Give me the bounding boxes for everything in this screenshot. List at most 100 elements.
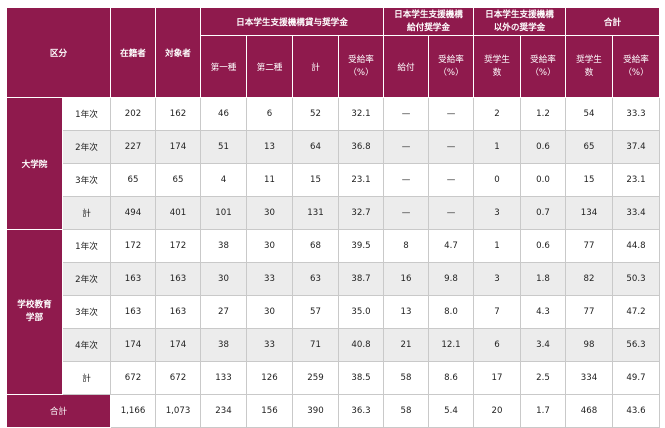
cell-lrate: 40.8: [338, 328, 384, 362]
cell-grate: 8.6: [428, 361, 474, 395]
cell-grate: 8.0: [428, 295, 474, 329]
cell-trate: 56.3: [612, 328, 660, 362]
row-year-label: 計: [62, 361, 111, 395]
cell-l1: 27: [200, 295, 247, 329]
cell-eligible: 163: [155, 262, 201, 296]
cell-eligible: 672: [155, 361, 201, 395]
cell-o: 0: [473, 163, 521, 197]
cell-trate: 44.8: [612, 229, 660, 263]
cell-enrolled: 494: [110, 196, 156, 230]
row-year-label: 1年次: [62, 97, 111, 131]
header-group-loan: 日本学生支援機構貸与奨学金: [200, 7, 384, 36]
cell-lrate: 32.1: [338, 97, 384, 131]
cell-o: 1: [473, 229, 521, 263]
cell-grate: —: [428, 163, 474, 197]
total-cell-trate: 43.6: [612, 394, 660, 428]
total-cell-g: 58: [383, 394, 429, 428]
total-cell-l1: 234: [200, 394, 247, 428]
header-kubun: 区分: [6, 7, 111, 98]
total-cell-eligible: 1,073: [155, 394, 201, 428]
cell-l2: 13: [246, 130, 293, 164]
header-grant-rate: 受給率 （%）: [428, 35, 474, 98]
cell-lsum: 71: [292, 328, 339, 362]
cell-lsum: 57: [292, 295, 339, 329]
header-enrolled: 在籍者: [110, 7, 156, 98]
cell-trate: 50.3: [612, 262, 660, 296]
cell-eligible: 172: [155, 229, 201, 263]
cell-l1: 133: [200, 361, 247, 395]
cell-orate: 0.7: [520, 196, 566, 230]
row-year-label: 1年次: [62, 229, 111, 263]
cell-t: 82: [565, 262, 613, 296]
cell-orate: 3.4: [520, 328, 566, 362]
cell-t: 334: [565, 361, 613, 395]
cell-orate: 2.5: [520, 361, 566, 395]
row-year-label: 計: [62, 196, 111, 230]
cell-orate: 1.2: [520, 97, 566, 131]
cell-l1: 30: [200, 262, 247, 296]
cell-lsum: 15: [292, 163, 339, 197]
header-loan-1: 第一種: [200, 35, 247, 98]
cell-orate: 1.8: [520, 262, 566, 296]
cell-trate: 33.4: [612, 196, 660, 230]
row-year-label: 3年次: [62, 163, 111, 197]
cell-eligible: 163: [155, 295, 201, 329]
cell-o: 1: [473, 130, 521, 164]
row-year-label: 2年次: [62, 262, 111, 296]
cell-l2: 30: [246, 196, 293, 230]
cell-g: —: [383, 163, 429, 197]
table-row: 計 672 672 133 126 259 38.5 58 8.6 17 2.5 334 49.7: [7, 361, 660, 395]
header-grant-count: 給付: [383, 35, 429, 98]
section-header: 学校教育 学部: [6, 229, 63, 395]
cell-lsum: 131: [292, 196, 339, 230]
cell-lrate: 35.0: [338, 295, 384, 329]
cell-g: 21: [383, 328, 429, 362]
cell-g: —: [383, 196, 429, 230]
scholarship-table-container: 区分 在籍者 対象者 日本学生支援機構貸与奨学金 日本学生支援機構 給付奨学金 日…: [6, 7, 660, 428]
header-total-rate: 受給率 （%）: [612, 35, 660, 98]
cell-enrolled: 163: [110, 262, 156, 296]
cell-trate: 23.1: [612, 163, 660, 197]
cell-orate: 0.6: [520, 229, 566, 263]
cell-lrate: 38.5: [338, 361, 384, 395]
cell-grate: —: [428, 97, 474, 131]
header-group-grant: 日本学生支援機構 給付奨学金: [383, 7, 474, 36]
header-loan-2: 第二種: [246, 35, 293, 98]
cell-o: 7: [473, 295, 521, 329]
cell-enrolled: 172: [110, 229, 156, 263]
total-cell-o: 20: [473, 394, 521, 428]
cell-orate: 0.0: [520, 163, 566, 197]
cell-lsum: 52: [292, 97, 339, 131]
cell-enrolled: 227: [110, 130, 156, 164]
total-cell-t: 468: [565, 394, 613, 428]
cell-l1: 38: [200, 229, 247, 263]
cell-l2: 11: [246, 163, 293, 197]
cell-o: 2: [473, 97, 521, 131]
cell-lrate: 39.5: [338, 229, 384, 263]
cell-o: 3: [473, 196, 521, 230]
cell-eligible: 401: [155, 196, 201, 230]
cell-enrolled: 163: [110, 295, 156, 329]
table-row: 3年次 163 163 27 30 57 35.0 13 8.0 7 4.3 77 47.2: [7, 295, 660, 329]
cell-t: 98: [565, 328, 613, 362]
cell-grate: 4.7: [428, 229, 474, 263]
total-cell-l2: 156: [246, 394, 293, 428]
header-loan-sum: 計: [292, 35, 339, 98]
cell-g: —: [383, 97, 429, 131]
cell-o: 3: [473, 262, 521, 296]
section-header: 大学院: [6, 97, 63, 230]
total-cell-lsum: 390: [292, 394, 339, 428]
total-cell-grate: 5.4: [428, 394, 474, 428]
cell-t: 15: [565, 163, 613, 197]
table-row: 2年次 163 163 30 33 63 38.7 16 9.8 3 1.8 82 50.3: [7, 262, 660, 296]
row-year-label: 4年次: [62, 328, 111, 362]
cell-lsum: 68: [292, 229, 339, 263]
cell-l2: 33: [246, 328, 293, 362]
total-cell-lrate: 36.3: [338, 394, 384, 428]
cell-t: 54: [565, 97, 613, 131]
cell-enrolled: 65: [110, 163, 156, 197]
grand-total-row: 合計 1,166 1,073 234 156 390 36.3 58 5.4 20 1.7 468 43…: [6, 394, 660, 428]
cell-grate: 12.1: [428, 328, 474, 362]
cell-orate: 4.3: [520, 295, 566, 329]
cell-trate: 47.2: [612, 295, 660, 329]
